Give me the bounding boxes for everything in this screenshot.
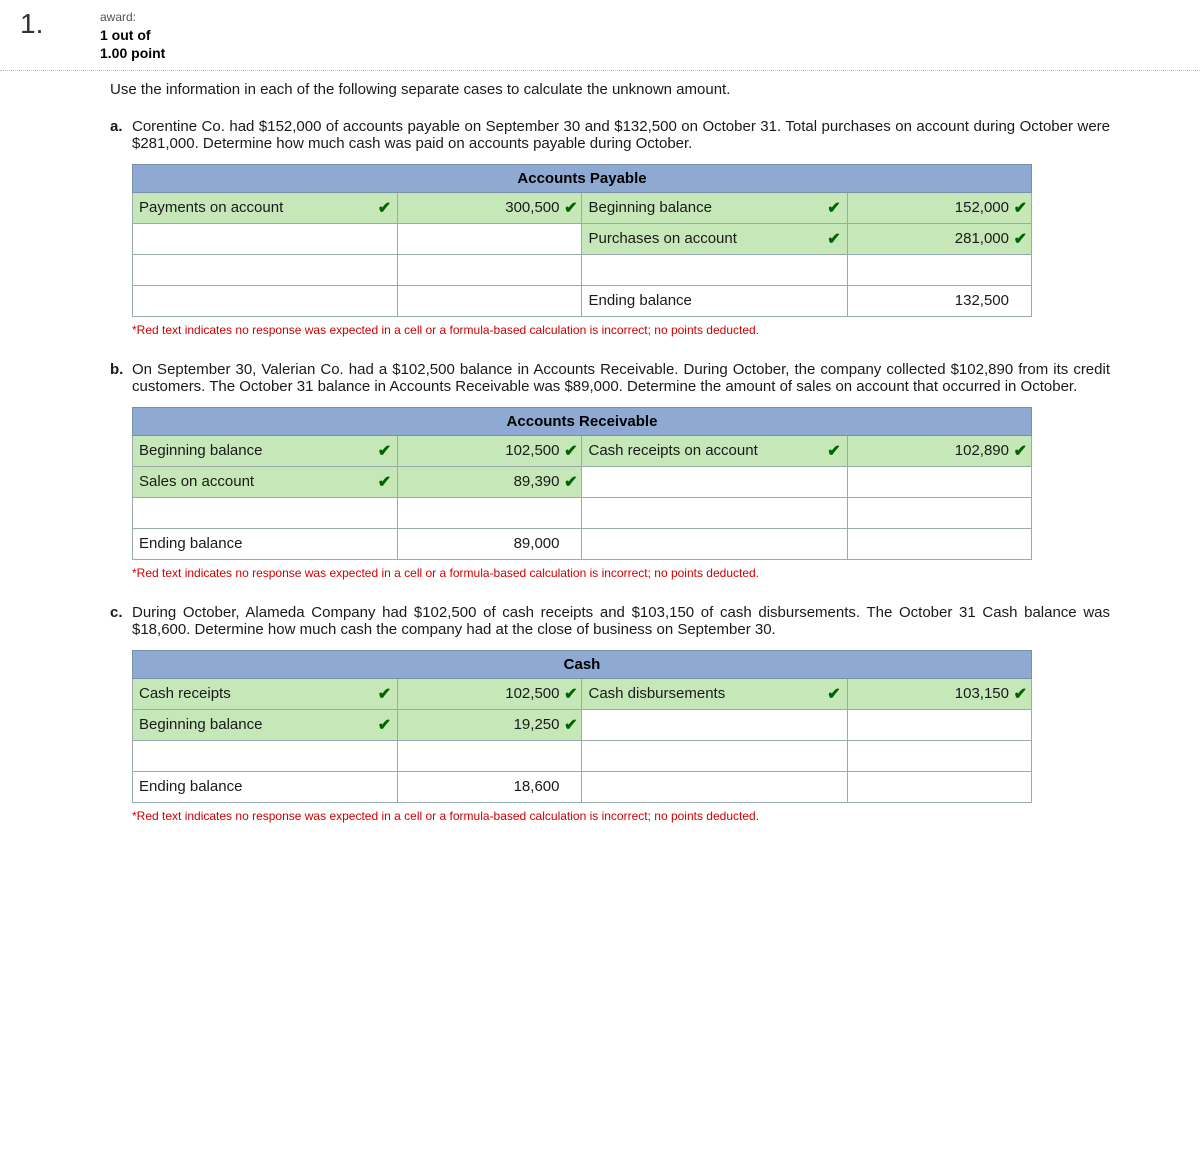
- cell-value[interactable]: 300,500✔: [398, 192, 582, 223]
- award-score: 1 out of: [100, 26, 165, 44]
- check-icon: ✔: [1014, 684, 1027, 704]
- part-b-text: On September 30, Valerian Co. had a $102…: [132, 361, 1170, 395]
- footnote: *Red text indicates no response was expe…: [132, 809, 1170, 823]
- part-b: b. On September 30, Valerian Co. had a $…: [110, 361, 1170, 395]
- cell-value[interactable]: 152,000✔: [847, 192, 1031, 223]
- table-title: Cash: [133, 650, 1032, 678]
- question-number: 1.: [0, 10, 100, 38]
- check-icon: ✔: [564, 441, 577, 461]
- part-c: c. During October, Alameda Company had $…: [110, 604, 1170, 638]
- cell-value[interactable]: [398, 740, 582, 771]
- cell-label[interactable]: Beginning balance✔: [133, 709, 398, 740]
- cell-label[interactable]: [582, 771, 847, 802]
- check-icon: ✔: [1014, 229, 1027, 249]
- cell-value: 18,600: [398, 771, 582, 802]
- table-accounts-receivable: Accounts Receivable Beginning balance✔ 1…: [132, 407, 1032, 560]
- cell-value[interactable]: [398, 497, 582, 528]
- cell-label[interactable]: [582, 740, 847, 771]
- part-a: a. Corentine Co. had $152,000 of account…: [110, 118, 1170, 152]
- cell-value: 132,500: [847, 285, 1031, 316]
- table-title: Accounts Payable: [133, 164, 1032, 192]
- cell-value[interactable]: [847, 771, 1031, 802]
- cell-label[interactable]: [133, 254, 398, 285]
- cell-value[interactable]: 281,000✔: [847, 223, 1031, 254]
- cell-value[interactable]: [847, 466, 1031, 497]
- cell-value[interactable]: 89,390✔: [398, 466, 582, 497]
- table-title: Accounts Receivable: [133, 407, 1032, 435]
- part-a-text: Corentine Co. had $152,000 of accounts p…: [132, 118, 1170, 152]
- check-icon: ✔: [378, 198, 391, 218]
- cell-label[interactable]: Beginning balance✔: [133, 435, 398, 466]
- check-icon: ✔: [827, 198, 840, 218]
- check-icon: ✔: [1014, 441, 1027, 461]
- cell-label[interactable]: Cash receipts✔: [133, 678, 398, 709]
- cell-label[interactable]: [582, 528, 847, 559]
- part-c-text: During October, Alameda Company had $102…: [132, 604, 1170, 638]
- cell-value[interactable]: [847, 709, 1031, 740]
- cell-label[interactable]: [582, 497, 847, 528]
- cell-label[interactable]: Beginning balance✔: [582, 192, 847, 223]
- cell-value[interactable]: [847, 740, 1031, 771]
- award-points: 1.00 point: [100, 44, 165, 62]
- check-icon: ✔: [378, 684, 391, 704]
- footnote: *Red text indicates no response was expe…: [132, 566, 1170, 580]
- part-c-label: c.: [110, 604, 132, 638]
- award-label: award:: [100, 10, 165, 26]
- cell-value[interactable]: [847, 497, 1031, 528]
- question-content: Use the information in each of the follo…: [0, 71, 1200, 857]
- cell-label[interactable]: Cash disbursements✔: [582, 678, 847, 709]
- award-block: award: 1 out of 1.00 point: [100, 10, 165, 62]
- intro-text: Use the information in each of the follo…: [110, 81, 1170, 98]
- check-icon: ✔: [564, 684, 577, 704]
- check-icon: ✔: [564, 198, 577, 218]
- cell-label[interactable]: [582, 254, 847, 285]
- check-icon: ✔: [827, 229, 840, 249]
- cell-label[interactable]: [582, 709, 847, 740]
- cell-label[interactable]: Cash receipts on account✔: [582, 435, 847, 466]
- cell-value[interactable]: 102,500✔: [398, 435, 582, 466]
- part-a-label: a.: [110, 118, 132, 152]
- cell-label[interactable]: Sales on account✔: [133, 466, 398, 497]
- check-icon: ✔: [1014, 198, 1027, 218]
- footnote: *Red text indicates no response was expe…: [132, 323, 1170, 337]
- cell-label[interactable]: Payments on account✔: [133, 192, 398, 223]
- check-icon: ✔: [564, 715, 577, 735]
- cell-value[interactable]: [398, 254, 582, 285]
- cell-value[interactable]: 103,150✔: [847, 678, 1031, 709]
- cell-value[interactable]: [398, 285, 582, 316]
- cell-label[interactable]: [133, 497, 398, 528]
- cell-value[interactable]: [847, 254, 1031, 285]
- check-icon: ✔: [827, 684, 840, 704]
- table-accounts-payable: Accounts Payable Payments on account✔ 30…: [132, 164, 1032, 317]
- cell-label[interactable]: [133, 285, 398, 316]
- check-icon: ✔: [378, 441, 391, 461]
- cell-label[interactable]: [133, 740, 398, 771]
- cell-value[interactable]: [847, 528, 1031, 559]
- cell-value: 89,000: [398, 528, 582, 559]
- cell-label: Ending balance: [133, 771, 398, 802]
- check-icon: ✔: [564, 472, 577, 492]
- check-icon: ✔: [827, 441, 840, 461]
- cell-label[interactable]: [582, 466, 847, 497]
- check-icon: ✔: [378, 715, 391, 735]
- cell-label[interactable]: [133, 223, 398, 254]
- table-cash: Cash Cash receipts✔ 102,500✔ Cash disbur…: [132, 650, 1032, 803]
- question-header: 1. award: 1 out of 1.00 point: [0, 0, 1200, 71]
- cell-label[interactable]: Purchases on account✔: [582, 223, 847, 254]
- check-icon: ✔: [378, 472, 391, 492]
- cell-value[interactable]: 102,500✔: [398, 678, 582, 709]
- cell-value[interactable]: 19,250✔: [398, 709, 582, 740]
- cell-label: Ending balance: [582, 285, 847, 316]
- cell-value[interactable]: [398, 223, 582, 254]
- cell-label: Ending balance: [133, 528, 398, 559]
- cell-value[interactable]: 102,890✔: [847, 435, 1031, 466]
- part-b-label: b.: [110, 361, 132, 395]
